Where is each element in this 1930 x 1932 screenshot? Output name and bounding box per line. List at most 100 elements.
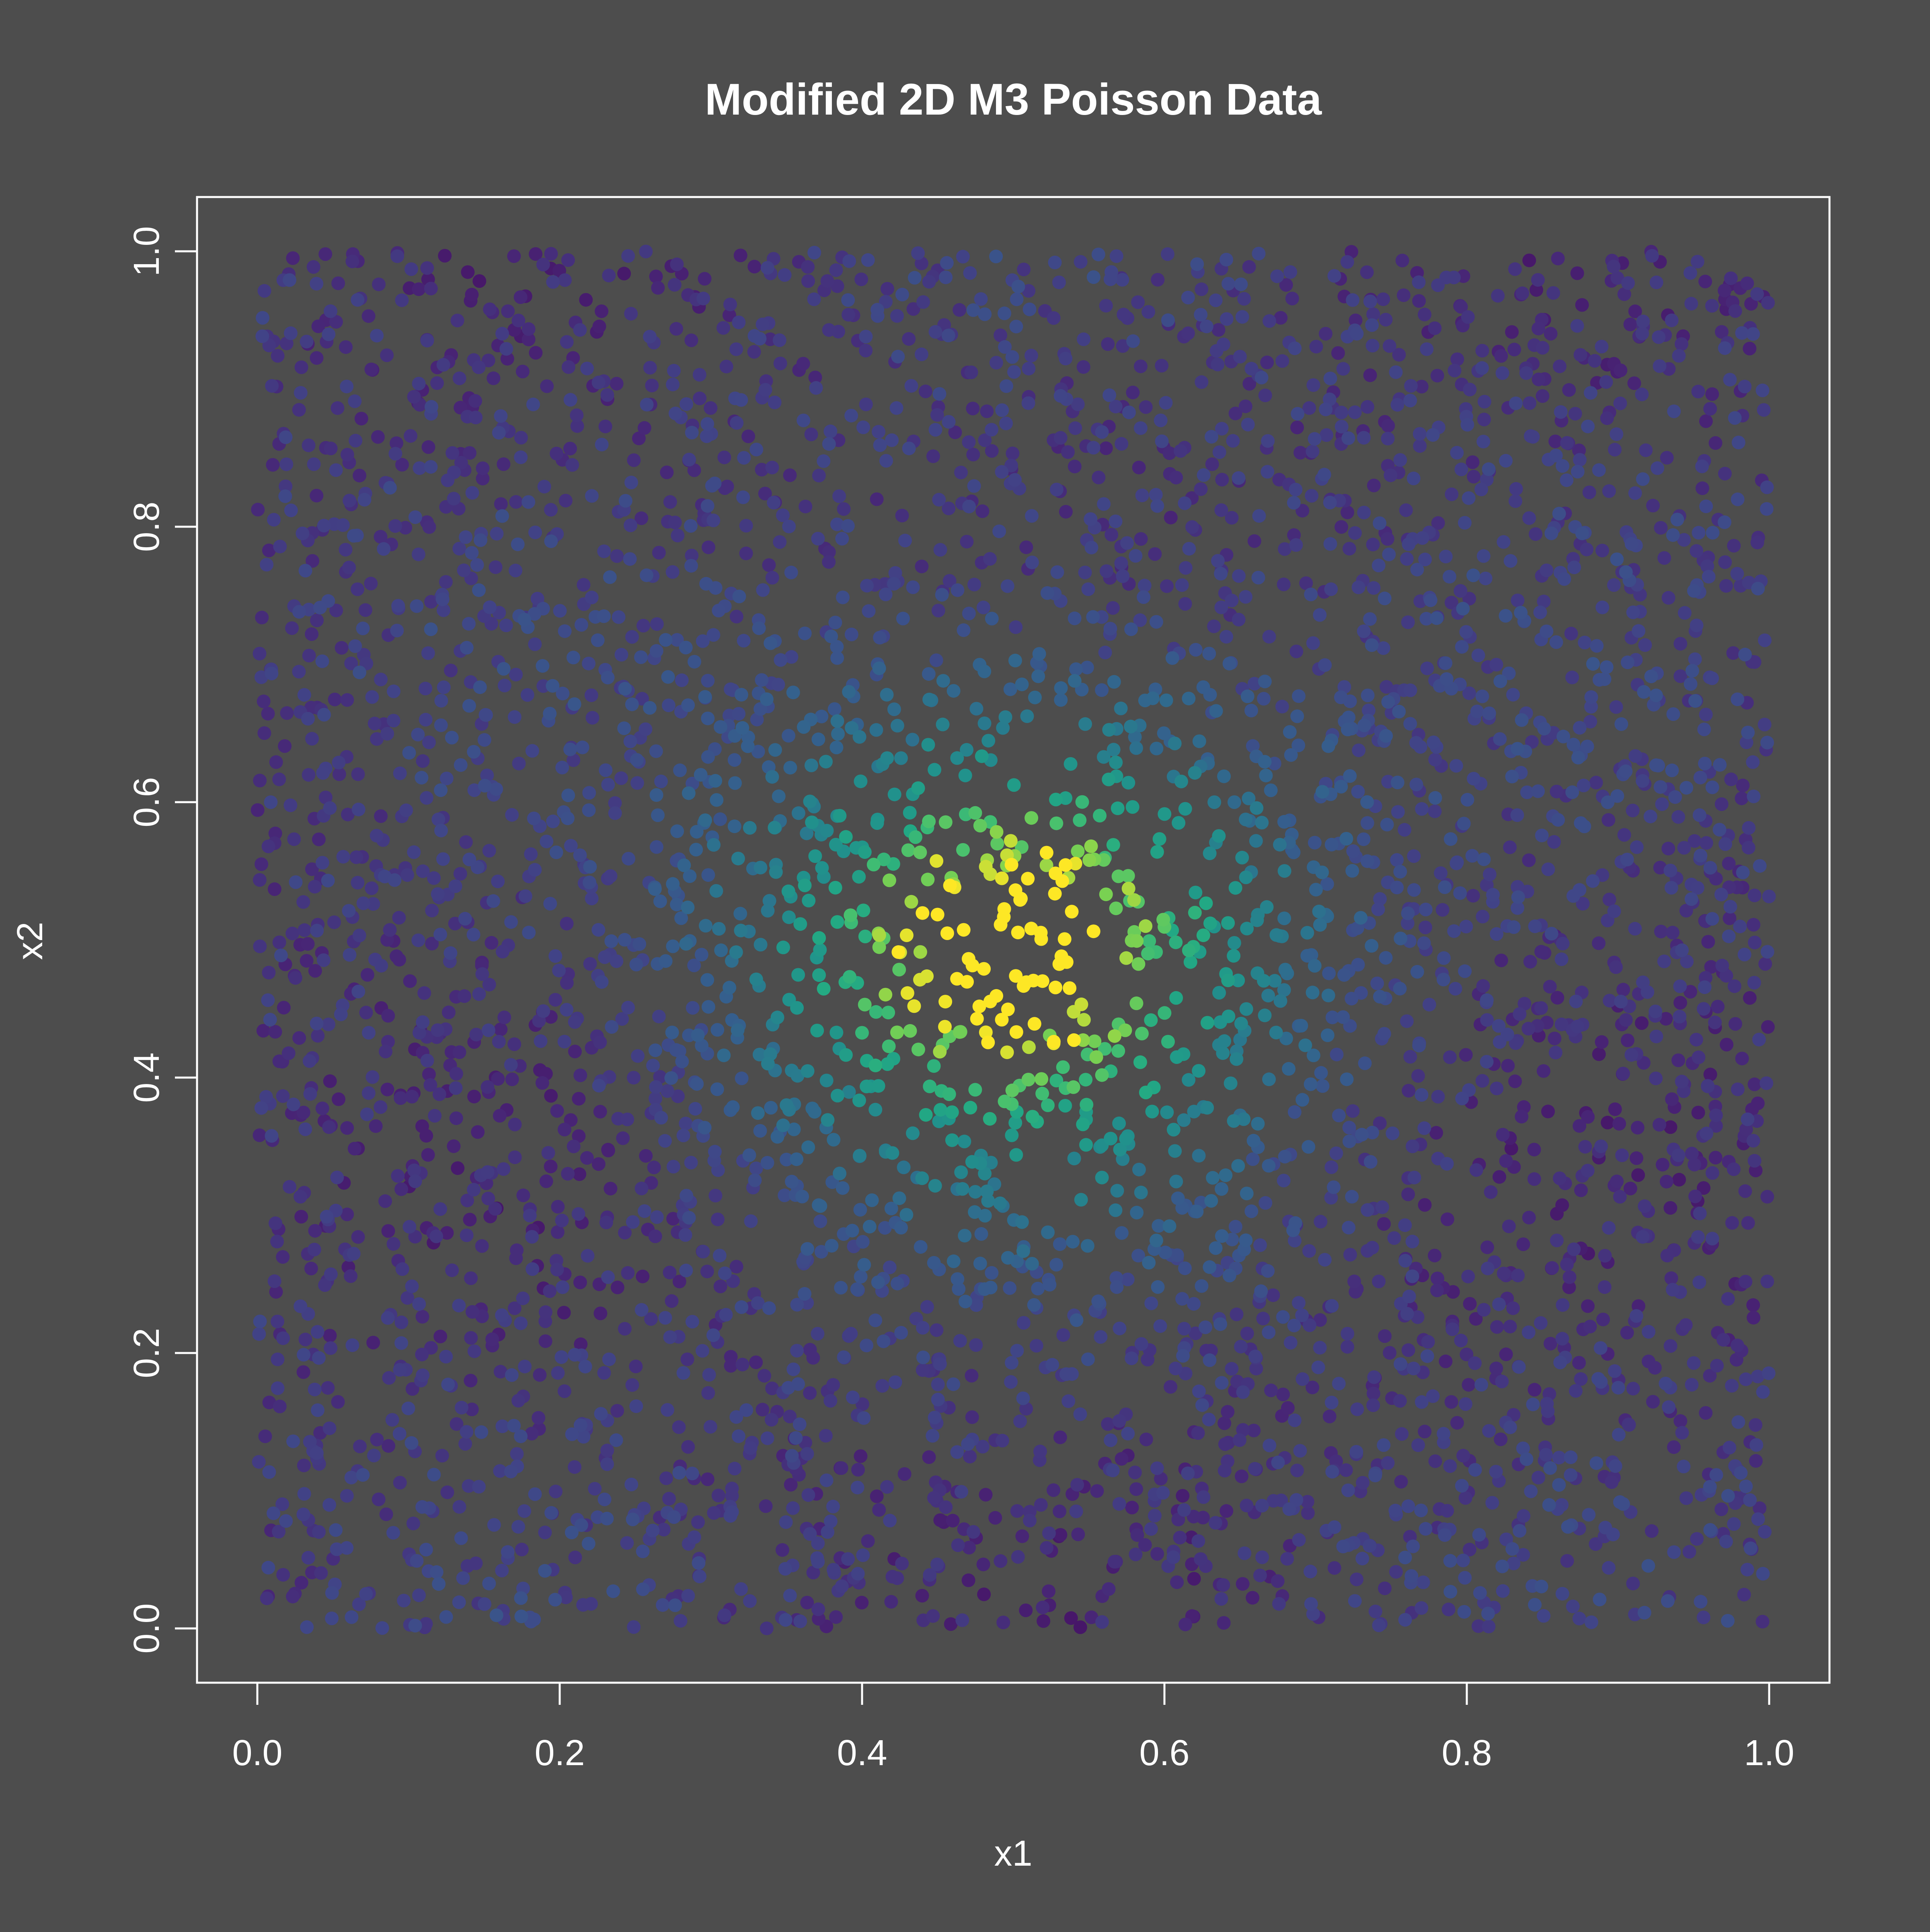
data-point <box>1437 1427 1451 1441</box>
data-point <box>1407 1170 1421 1185</box>
data-point <box>253 647 267 661</box>
data-point <box>1081 582 1095 596</box>
data-point <box>621 1001 635 1014</box>
data-point <box>717 1048 731 1062</box>
data-point <box>302 768 316 782</box>
data-point <box>1739 1122 1753 1136</box>
data-point <box>1150 499 1164 513</box>
data-point <box>1499 1347 1513 1361</box>
data-point <box>1462 1378 1476 1392</box>
data-point <box>1457 1605 1471 1619</box>
data-point <box>1264 1383 1278 1397</box>
data-point <box>643 361 657 375</box>
data-point <box>528 526 542 540</box>
data-point <box>1447 924 1461 938</box>
data-point <box>1383 1346 1397 1360</box>
data-point <box>1009 969 1023 983</box>
data-point <box>1110 1184 1124 1198</box>
data-point <box>284 503 298 517</box>
data-point <box>348 639 362 653</box>
data-point <box>1456 1553 1470 1567</box>
data-point <box>1736 778 1750 793</box>
data-point <box>963 1450 977 1464</box>
data-point <box>260 558 274 572</box>
data-point <box>1114 701 1128 715</box>
data-point <box>392 1427 407 1441</box>
data-point <box>1170 1248 1184 1262</box>
data-point <box>1126 334 1140 348</box>
data-point <box>648 1229 662 1243</box>
data-point <box>544 1506 558 1520</box>
data-point <box>727 753 741 767</box>
data-point <box>1747 888 1762 902</box>
data-point <box>1164 511 1178 525</box>
data-point <box>1635 1016 1649 1030</box>
data-point <box>594 1407 608 1421</box>
data-point <box>780 1152 793 1166</box>
data-point <box>1325 1010 1339 1025</box>
data-point <box>1194 308 1208 322</box>
data-point <box>1101 1417 1115 1431</box>
data-point <box>749 443 764 456</box>
data-point <box>595 437 609 452</box>
data-point <box>786 686 800 700</box>
data-point <box>601 778 615 792</box>
data-point <box>1511 880 1525 894</box>
data-point <box>1664 1271 1678 1285</box>
data-point <box>868 1313 883 1327</box>
data-point <box>1303 1318 1316 1332</box>
data-point <box>1053 431 1068 445</box>
data-point <box>294 1299 308 1313</box>
data-point <box>572 1092 586 1106</box>
data-point <box>1684 677 1698 691</box>
data-point <box>829 263 843 277</box>
data-point <box>1739 1479 1753 1493</box>
data-point <box>1199 319 1213 333</box>
data-point <box>1086 270 1101 284</box>
data-point <box>563 441 577 456</box>
data-point <box>1306 636 1320 650</box>
data-point <box>449 1111 463 1125</box>
data-point <box>308 880 322 894</box>
data-point <box>1261 1264 1275 1278</box>
data-point <box>1623 1181 1637 1195</box>
data-point <box>1418 1198 1432 1212</box>
data-point <box>1654 521 1668 535</box>
data-point <box>617 267 631 281</box>
data-point <box>582 786 596 800</box>
data-point <box>1421 1335 1435 1349</box>
data-point <box>394 1315 409 1329</box>
data-point <box>916 906 930 920</box>
data-point <box>276 1250 290 1264</box>
data-point <box>1566 1599 1580 1614</box>
data-point <box>683 869 697 883</box>
data-point <box>1300 949 1314 963</box>
data-point <box>1489 1465 1503 1479</box>
data-point <box>1610 552 1624 566</box>
data-point <box>1089 1050 1103 1064</box>
data-point <box>1673 1414 1688 1428</box>
data-point <box>774 653 788 667</box>
data-point <box>850 1480 864 1495</box>
data-point <box>1291 1296 1306 1310</box>
data-point <box>776 508 790 522</box>
data-point <box>758 487 772 501</box>
data-point <box>1322 1409 1337 1423</box>
data-point <box>1363 1155 1378 1169</box>
data-point <box>1567 737 1581 751</box>
data-point <box>260 1591 274 1606</box>
data-point <box>1410 965 1424 979</box>
data-point <box>1084 540 1098 554</box>
data-point <box>1290 709 1304 723</box>
data-point <box>1406 1539 1420 1553</box>
data-point <box>470 558 484 572</box>
data-point <box>469 1028 483 1041</box>
data-point <box>1602 893 1616 907</box>
data-point <box>915 1171 929 1185</box>
data-point <box>804 758 818 772</box>
data-point <box>1550 1234 1564 1247</box>
data-point <box>646 1523 660 1538</box>
data-point <box>926 449 940 463</box>
data-point <box>1406 1139 1419 1153</box>
data-point <box>388 519 402 533</box>
